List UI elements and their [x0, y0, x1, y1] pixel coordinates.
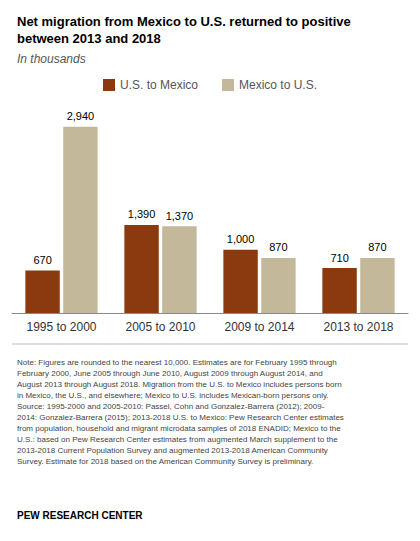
svg-text:1,390: 1,390 [128, 208, 156, 220]
svg-text:between 2013 and 2018: between 2013 and 2018 [17, 31, 161, 46]
svg-text:1,370: 1,370 [166, 210, 194, 222]
svg-text:670: 670 [33, 254, 51, 266]
svg-text:February 2000, June 2005 throu: February 2000, June 2005 through June 20… [17, 369, 323, 378]
svg-text:Mexico to U.S.: Mexico to U.S. [239, 78, 317, 92]
svg-text:In thousands: In thousands [17, 52, 86, 66]
svg-text:U.S.: based on Pew Research Ce: U.S.: based on Pew Research Center estim… [17, 435, 338, 444]
svg-text:U.S. to Mexico: U.S. to Mexico [120, 78, 198, 92]
svg-text:1995 to 2000: 1995 to 2000 [26, 320, 96, 334]
svg-text:in Mexico, the U.S., and elsew: in Mexico, the U.S., and elsewhere; Mexi… [17, 391, 329, 400]
svg-text:Source: 1995-2000 and 2005-201: Source: 1995-2000 and 2005-2010: Passel,… [17, 402, 325, 411]
svg-text:Net migration from Mexico to U: Net migration from Mexico to U.S. return… [17, 14, 351, 29]
svg-text:2013-2018 Current Population S: 2013-2018 Current Population Survey and … [17, 446, 328, 455]
svg-text:2014: Gonzalez-Barrera (2015);: 2014: Gonzalez-Barrera (2015); 2013-2018… [17, 413, 344, 422]
svg-text:2009 to 2014: 2009 to 2014 [224, 320, 294, 334]
svg-text:Survey. Estimate for 2018 base: Survey. Estimate for 2018 based on the A… [17, 457, 313, 466]
svg-text:1,000: 1,000 [227, 233, 255, 245]
svg-text:from population, household and: from population, household and migrant m… [17, 424, 341, 433]
svg-text:870: 870 [368, 241, 386, 253]
svg-text:August 2013 through August 201: August 2013 through August 2018. Migrati… [17, 380, 342, 389]
svg-text:870: 870 [269, 241, 287, 253]
svg-text:PEW RESEARCH CENTER: PEW RESEARCH CENTER [17, 510, 143, 521]
svg-text:2005 to 2010: 2005 to 2010 [125, 320, 195, 334]
svg-text:2013 to 2018: 2013 to 2018 [323, 320, 393, 334]
svg-text:710: 710 [330, 252, 348, 264]
svg-text:Note: Figures are rounded to t: Note: Figures are rounded to the nearest… [17, 358, 337, 367]
svg-text:2,940: 2,940 [67, 110, 95, 122]
